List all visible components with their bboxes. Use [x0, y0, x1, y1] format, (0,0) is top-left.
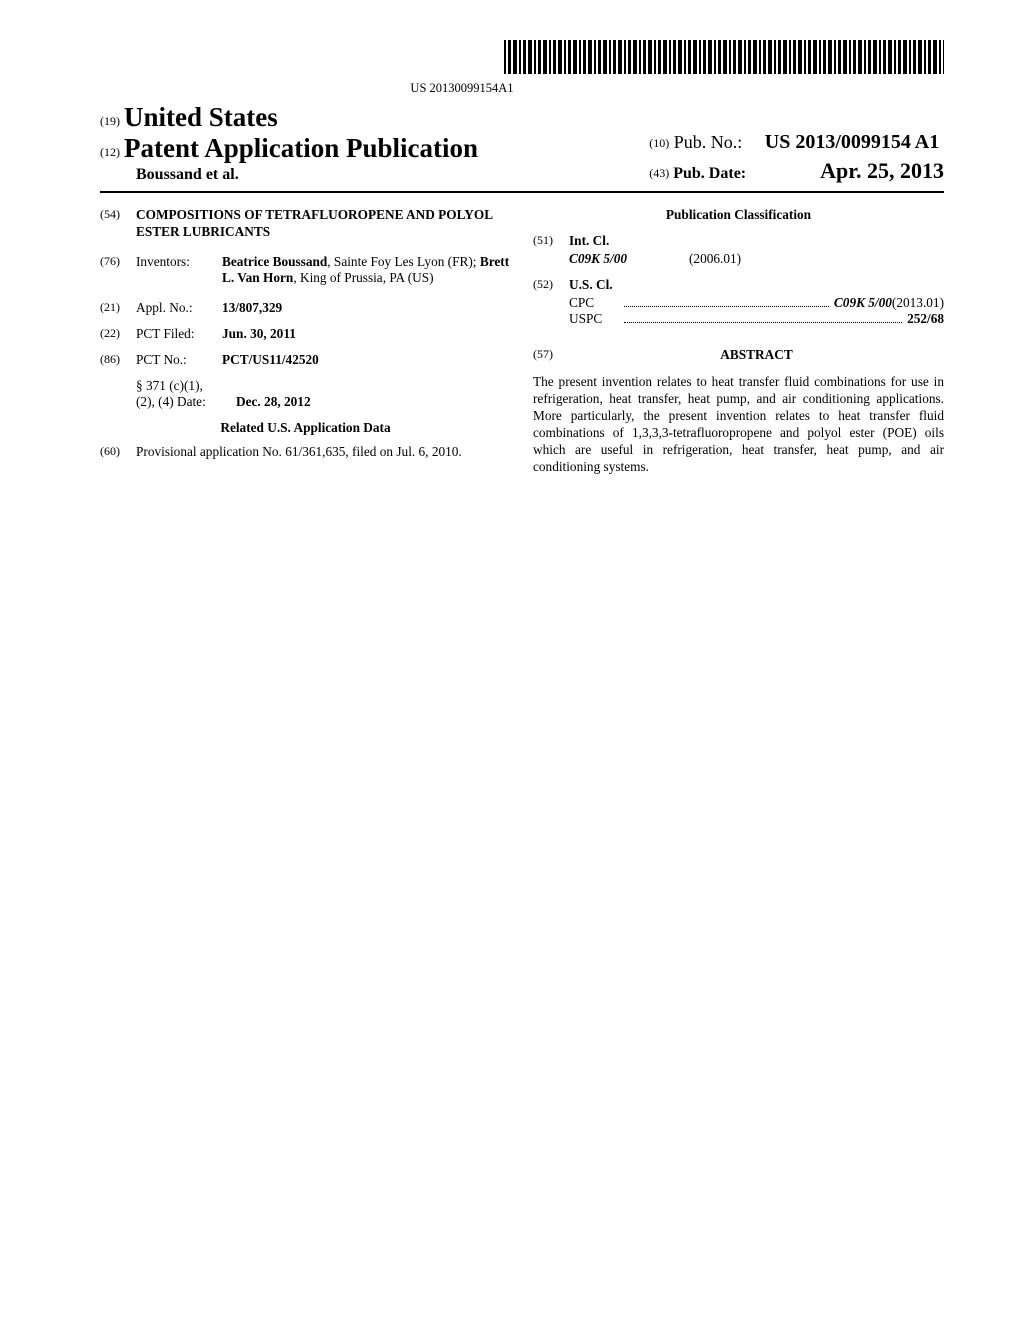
- abstract-header: ABSTRACT: [569, 347, 944, 363]
- pubdate-label: Pub. Date:: [673, 165, 746, 182]
- uscl-label: U.S. Cl.: [569, 277, 944, 293]
- inventors-value: Beatrice Boussand, Sainte Foy Les Lyon (…: [222, 254, 511, 286]
- header-right: (10) Pub. No.: US 2013/0099154 A1 (43) P…: [649, 131, 944, 184]
- pubtype: Patent Application Publication: [124, 133, 478, 163]
- inventors-row: (76) Inventors: Beatrice Boussand, Saint…: [100, 254, 511, 286]
- inventor-1-name: Beatrice Boussand: [222, 254, 327, 269]
- title-row: (54) COMPOSITIONS OF TETRAFLUOROPENE AND…: [100, 207, 511, 240]
- pctno-row: (86) PCT No.: PCT/US11/42520: [100, 352, 511, 368]
- pctno-value: PCT/US11/42520: [222, 352, 511, 368]
- pubdate-line: (43) Pub. Date: Apr. 25, 2013: [649, 158, 944, 184]
- dots-icon: [624, 322, 902, 323]
- pubno-value: US 2013/0099154 A1: [765, 131, 939, 153]
- left-column: (54) COMPOSITIONS OF TETRAFLUOROPENE AND…: [100, 207, 511, 475]
- uspc-label: USPC: [569, 311, 619, 327]
- pctfiled-value: Jun. 30, 2011: [222, 326, 511, 342]
- inventors-label: Inventors:: [136, 254, 222, 286]
- pubno-label: Pub. No.:: [674, 132, 743, 152]
- title-code: (54): [100, 207, 136, 240]
- barcode-block: US 20130099154A1: [100, 40, 944, 96]
- s371-row1: § 371 (c)(1),: [100, 378, 511, 394]
- intcl-code: (51): [533, 233, 569, 249]
- inventors-code: (76): [100, 254, 136, 286]
- pctfiled-label: PCT Filed:: [136, 326, 222, 342]
- pctfiled-row: (22) PCT Filed: Jun. 30, 2011: [100, 326, 511, 342]
- patent-page: US 20130099154A1 (19) United States (12)…: [0, 0, 1024, 515]
- abstract-body: The present invention relates to heat tr…: [533, 373, 944, 475]
- inventor-2-loc: , King of Prussia, PA (US): [293, 270, 433, 285]
- intcl-label: Int. Cl.: [569, 233, 944, 249]
- cpc-block: CPC C09K 5/00 (2013.01) USPC 252/68: [569, 295, 944, 327]
- s371-row2: (2), (4) Date: Dec. 28, 2012: [100, 394, 511, 410]
- uspc-value: 252/68: [907, 311, 944, 327]
- pubdate-code: (43): [649, 166, 669, 180]
- inventor-1-loc: , Sainte Foy Les Lyon (FR);: [327, 254, 480, 269]
- pubclass-header: Publication Classification: [533, 207, 944, 223]
- pubno-line: (10) Pub. No.: US 2013/0099154 A1: [649, 131, 944, 154]
- header-left: (19) United States (12) Patent Applicati…: [100, 102, 478, 184]
- related-header: Related U.S. Application Data: [100, 420, 511, 436]
- cpc-value: C09K 5/00: [834, 295, 892, 311]
- cpc-date: (2013.01): [892, 295, 944, 311]
- s371-line2: (2), (4) Date:: [136, 394, 236, 410]
- pubno-code: (10): [649, 136, 669, 150]
- provisional-row: (60) Provisional application No. 61/361,…: [100, 444, 511, 460]
- applno-label: Appl. No.:: [136, 300, 222, 316]
- body-columns: (54) COMPOSITIONS OF TETRAFLUOROPENE AND…: [100, 207, 944, 475]
- pctno-label: PCT No.:: [136, 352, 222, 368]
- title: COMPOSITIONS OF TETRAFLUOROPENE AND POLY…: [136, 207, 511, 240]
- prov-code: (60): [100, 444, 136, 460]
- authors: Boussand et al.: [136, 166, 478, 184]
- s371-label: § 371 (c)(1),: [136, 378, 511, 394]
- abstract-code: (57): [533, 347, 569, 363]
- intcl-date: (2006.01): [689, 251, 741, 267]
- uspc-line: USPC 252/68: [569, 311, 944, 327]
- uscl-row: (52) U.S. Cl.: [533, 277, 944, 293]
- pubtype-line: (12) Patent Application Publication: [100, 133, 478, 164]
- pubdate-value: Apr. 25, 2013: [820, 158, 944, 183]
- prov-text: Provisional application No. 61/361,635, …: [136, 444, 511, 460]
- abstract-header-row: (57) ABSTRACT: [533, 347, 944, 363]
- pctfiled-code: (22): [100, 326, 136, 342]
- intcl-value-row: C09K 5/00 (2006.01): [533, 251, 944, 267]
- header: (19) United States (12) Patent Applicati…: [100, 102, 944, 184]
- intcl-value: C09K 5/00: [569, 251, 689, 267]
- cpc-line: CPC C09K 5/00 (2013.01): [569, 295, 944, 311]
- barcode-text: US 20130099154A1: [100, 81, 824, 96]
- country: United States: [124, 102, 278, 132]
- uscl-code: (52): [533, 277, 569, 293]
- pubtype-code: (12): [100, 145, 120, 159]
- header-rule: [100, 191, 944, 193]
- dots-icon: [624, 306, 829, 307]
- country-code: (19): [100, 114, 120, 128]
- intcl-row: (51) Int. Cl.: [533, 233, 944, 249]
- country-line: (19) United States: [100, 102, 478, 133]
- applno-row: (21) Appl. No.: 13/807,329: [100, 300, 511, 316]
- right-column: Publication Classification (51) Int. Cl.…: [533, 207, 944, 475]
- applno-code: (21): [100, 300, 136, 316]
- cpc-label: CPC: [569, 295, 619, 311]
- applno-value: 13/807,329: [222, 300, 511, 316]
- s371-value: Dec. 28, 2012: [236, 394, 511, 410]
- pctno-code: (86): [100, 352, 136, 368]
- barcode-graphic: [504, 40, 944, 74]
